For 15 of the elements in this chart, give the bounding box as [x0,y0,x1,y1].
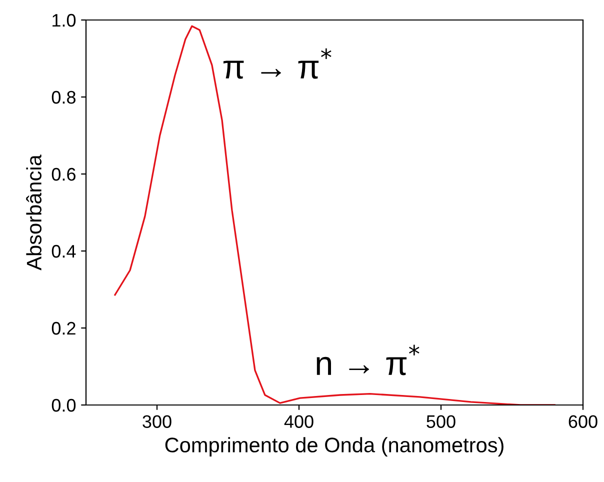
y-tick-label: 0.4 [52,244,76,258]
x-tick-label: 500 [426,415,456,428]
y-tick-label: 1.0 [52,14,76,27]
annotation: π → π$^{*}$ [223,48,332,79]
y-tick-label: 0.6 [52,168,76,181]
y-axis-title: Absorbância [26,154,42,270]
y-tick-label: 0.8 [52,90,76,104]
line-series [114,25,556,405]
x-axis-title: Comprimento de Onda (nanometros) [165,437,504,457]
annotation: n → π$^{*}$ [316,344,420,376]
x-tick-label: 300 [142,415,172,428]
y-tick-label: 0.0 [52,398,76,412]
x-tick-label: 400 [284,415,314,428]
y-tick-label: 0.2 [52,322,76,335]
x-tick-label: 600 [568,415,598,428]
